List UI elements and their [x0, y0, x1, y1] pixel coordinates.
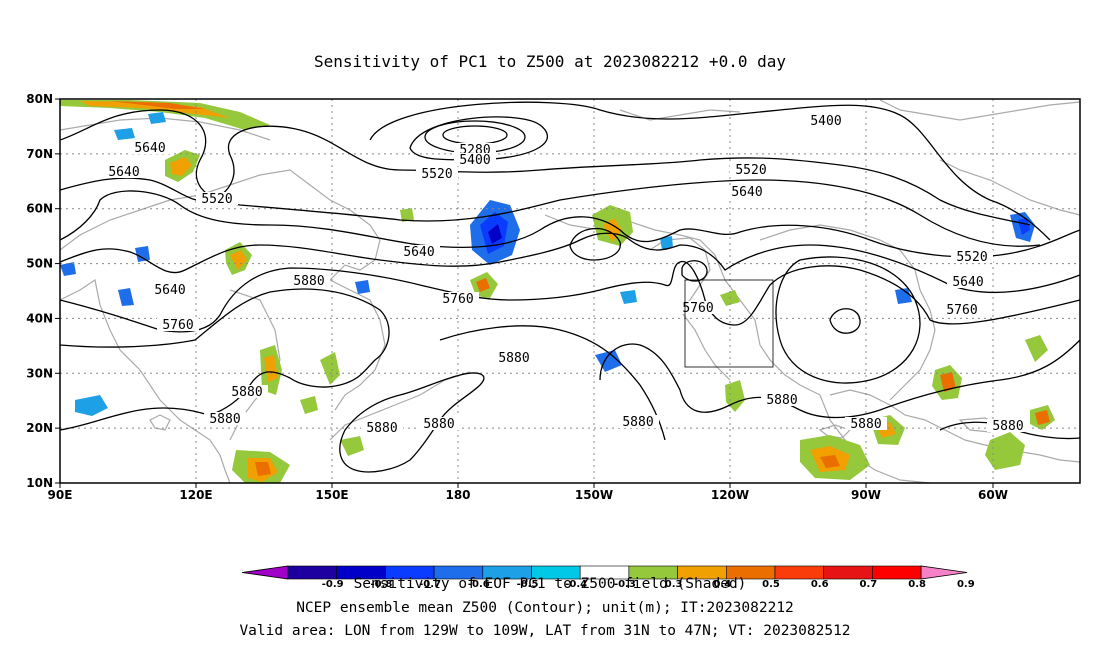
contour-label: 5880	[423, 417, 454, 432]
sensitivity-shading	[60, 100, 1055, 483]
lat-tick-label: 70N	[26, 147, 53, 161]
contour-label: 5760	[442, 292, 473, 307]
contour-label: 5880	[366, 421, 397, 436]
contour-label: 5640	[952, 275, 983, 290]
colorbar-over-triangle	[920, 565, 968, 580]
contour-label: 5880	[850, 417, 881, 432]
valid-area-box	[684, 279, 774, 368]
lon-tick-label: 180	[445, 488, 470, 502]
lon-tick-label: 60W	[978, 488, 1008, 502]
colorbar-swatch	[872, 565, 922, 580]
contour-label: 5880	[293, 274, 324, 289]
colorbar: -0.9 -0.8 -0.7 -0.6 -0.5 -0.4 -0.3 0.3 0.4 0.5 0.6…	[241, 565, 975, 590]
lat-tick-label: 60N	[26, 202, 53, 216]
contour-label: 5520	[201, 192, 232, 207]
footer-shading-caption: Sensitivity of EOF PC1 to Z500 field (Sh…	[354, 576, 747, 592]
lon-tick-label: 120W	[711, 488, 749, 502]
colorbar-tick-label: -0.7	[419, 579, 441, 590]
contour-label: 5640	[134, 141, 165, 156]
contour-label: 5880	[498, 351, 529, 366]
colorbar-tick-label: 0.4	[713, 579, 731, 590]
colorbar-tick-label: 0.7	[860, 579, 878, 590]
colorbar-tick-label: -0.8	[370, 579, 392, 590]
lat-tick-label: 50N	[26, 257, 53, 271]
lon-tick-label: 120E	[179, 488, 212, 502]
contour-labels: 5280 5400 5400 5520 5520 5520 5520 5640 …	[103, 114, 1029, 436]
colorbar-tick-label: -0.5	[517, 579, 539, 590]
lat-tick-label: 80N	[26, 92, 53, 106]
map-frame	[59, 98, 1081, 484]
contour-label: 5520	[735, 163, 766, 178]
contour-label: 5880	[622, 415, 653, 430]
lat-tick-label: 10N	[26, 476, 53, 490]
contour-label: 5640	[403, 245, 434, 260]
contour-label: 5640	[154, 283, 185, 298]
colorbar-tick-label: 0.3	[665, 579, 683, 590]
colorbar-tick-label: 0.6	[811, 579, 829, 590]
colorbar-tick-label: 0.8	[908, 579, 926, 590]
contour-label: 5520	[956, 250, 987, 265]
contour-label: 5880	[209, 412, 240, 427]
contour-label: 5640	[731, 185, 762, 200]
contour-label: 5880	[992, 419, 1023, 434]
footer-valid-area: Valid area: LON from 129W to 109W, LAT f…	[239, 623, 850, 639]
colorbar-tick-label: -0.4	[565, 579, 587, 590]
contour-label: 5760	[162, 318, 193, 333]
contour-label: 5400	[810, 114, 841, 129]
lat-tick-label: 20N	[26, 421, 53, 435]
map-title: Sensitivity of PC1 to Z500 at 2023082212…	[314, 52, 786, 71]
colorbar-swatch	[287, 565, 338, 580]
colorbar-swatch	[823, 565, 873, 580]
colorbar-tick-label: -0.6	[468, 579, 490, 590]
colorbar-tick-label: 0.5	[762, 579, 780, 590]
colorbar-tick-label: -0.9	[322, 579, 344, 590]
colorbar-tick-label: -0.3	[614, 579, 636, 590]
contour-label: 5520	[421, 167, 452, 182]
lon-tick-label: 90W	[851, 488, 881, 502]
contour-label: 5760	[946, 303, 977, 318]
contour-label: 5760	[682, 301, 713, 316]
colorbar-under-triangle	[241, 565, 289, 580]
lat-tick-label: 30N	[26, 366, 53, 380]
lon-tick-label: 150W	[575, 488, 613, 502]
colorbar-swatch	[774, 565, 825, 580]
contour-label: 5640	[108, 165, 139, 180]
lat-tick-label: 40N	[26, 311, 53, 325]
colorbar-tick-label: 0.9	[957, 579, 975, 590]
contour-label: 5880	[766, 393, 797, 408]
lon-tick-label: 90E	[48, 488, 73, 502]
footer-contour-caption: NCEP ensemble mean Z500 (Contour); unit(…	[296, 600, 794, 616]
lon-tick-label: 150E	[315, 488, 348, 502]
contour-label: 5400	[459, 153, 490, 168]
contour-label: 5880	[231, 385, 262, 400]
